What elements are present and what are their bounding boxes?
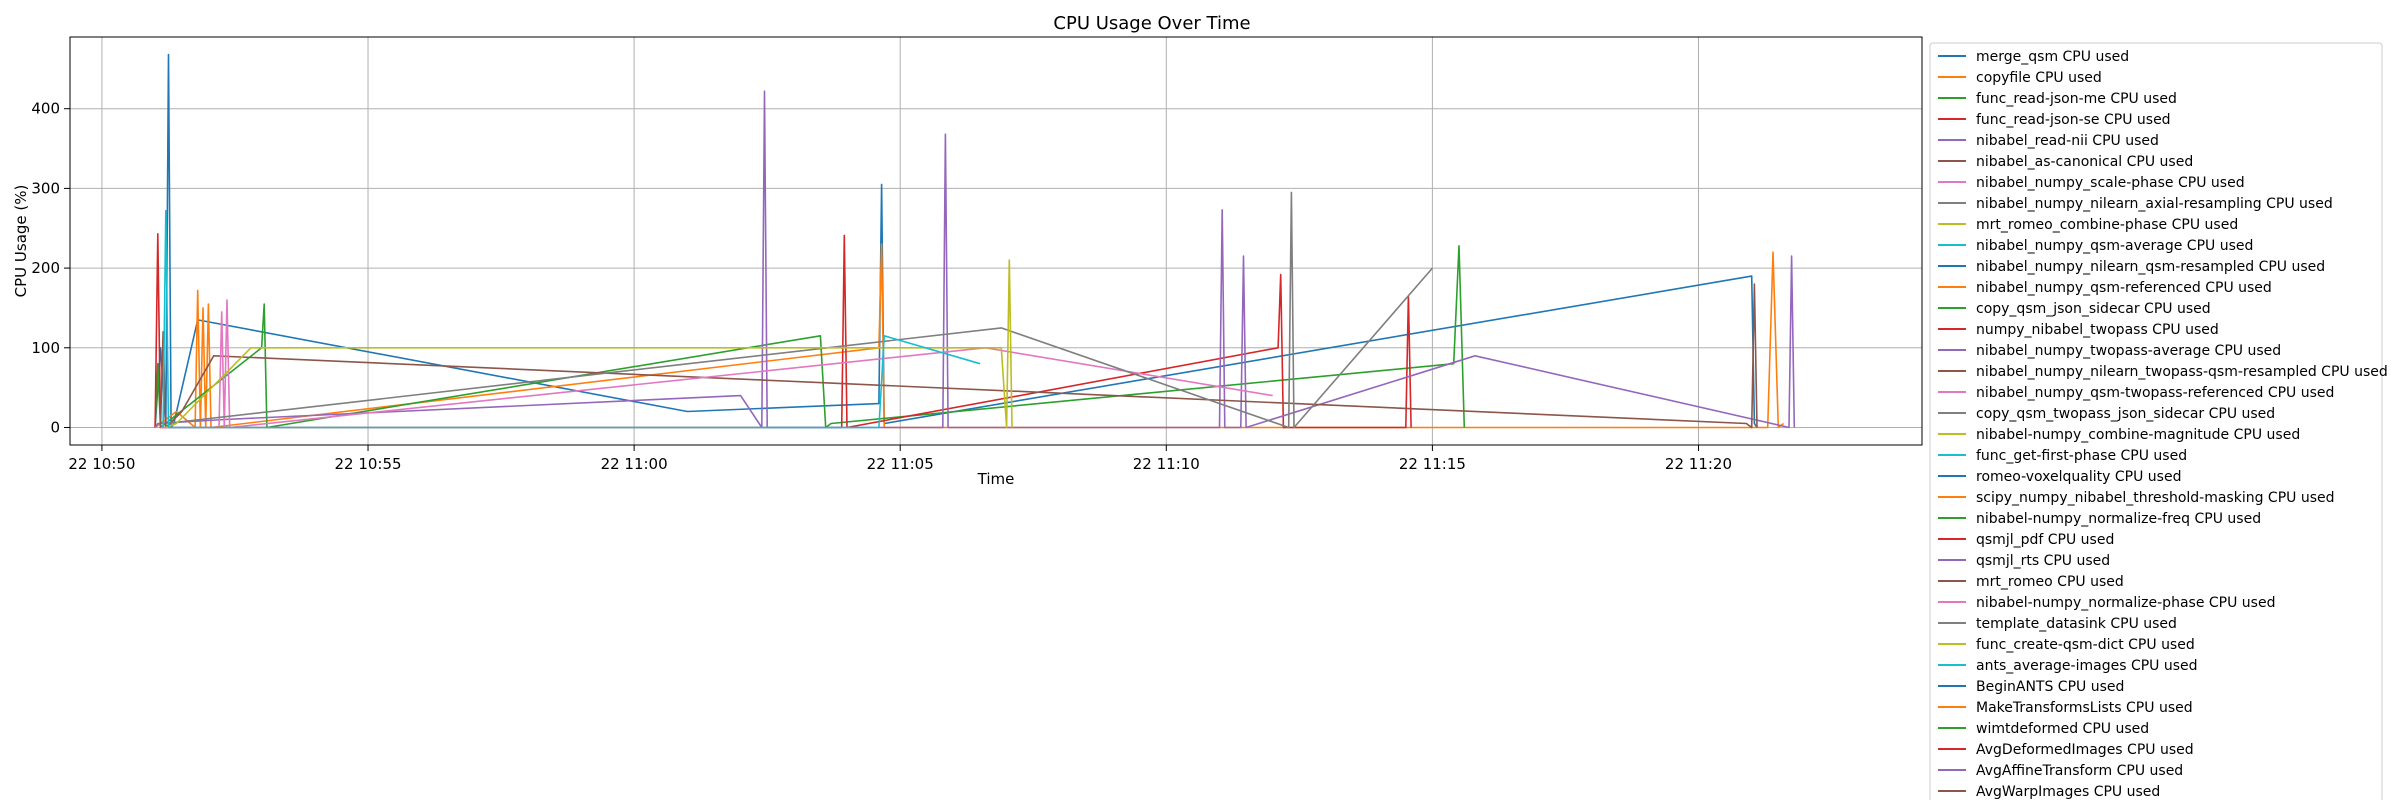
- legend-entry: func_create-qsm-dict CPU used: [1976, 637, 2195, 653]
- x-tick-label: 22 11:20: [1665, 455, 1732, 473]
- series-line-3: [154, 233, 1412, 429]
- series-line-2: [154, 245, 1466, 429]
- legend-entry: mrt_romeo_combine-phase CPU used: [1976, 217, 2238, 233]
- legend-entry: nibabel_numpy_nilearn_qsm-resampled CPU …: [1976, 259, 2325, 275]
- plot-frame: [69, 36, 1923, 446]
- legend-entry: merge_qsm CPU used: [1976, 49, 2129, 65]
- legend-entry: copy_qsm_twopass_json_sidecar CPU used: [1976, 406, 2275, 422]
- legend-entry: AvgWarpImages CPU used: [1976, 784, 2160, 800]
- x-tick-label: 22 10:50: [68, 455, 135, 473]
- x-tick-label: 22 10:55: [334, 455, 401, 473]
- legend-entry: nibabel_numpy_nilearn_twopass-qsm-resamp…: [1976, 364, 2388, 380]
- y-tick-label: 400: [31, 100, 60, 118]
- series-line-1: [154, 243, 1785, 429]
- legend-entry: func_read-json-me CPU used: [1976, 91, 2177, 107]
- legend-entry: nibabel_as-canonical CPU used: [1976, 154, 2193, 170]
- legend-entry: mrt_romeo CPU used: [1976, 574, 2124, 590]
- series-line-9: [162, 209, 981, 429]
- legend-entry: func_read-json-se CPU used: [1976, 112, 2171, 128]
- legend-entry: romeo-voxelquality CPU used: [1976, 469, 2181, 485]
- legend-entry: copy_qsm_json_sidecar CPU used: [1976, 301, 2211, 317]
- x-tick-label: 22 11:05: [867, 455, 934, 473]
- legend-entry: scipy_numpy_nibabel_threshold-masking CP…: [1976, 490, 2335, 506]
- legend-entry: nibabel-numpy_normalize-freq CPU used: [1976, 511, 2261, 527]
- series-line-4: [154, 90, 1796, 429]
- legend-entry: AvgAffineTransform CPU used: [1976, 763, 2183, 779]
- x-tick-label: 22 11:15: [1399, 455, 1466, 473]
- axis-ticks: 22 10:50 22 10:55 22 11:00 22 11:05 22 11:10…: [31, 100, 1732, 473]
- x-axis-label: Time: [977, 470, 1015, 488]
- legend-frame: [1929, 42, 2383, 800]
- legend-entry: nibabel_numpy_twopass-average CPU used: [1976, 343, 2281, 359]
- legend-entry: AvgDeformedImages CPU used: [1976, 742, 2194, 758]
- series-line-7: [165, 191, 1434, 429]
- legend: merge_qsm CPU used copyfile CPU used func_…: [1929, 42, 2388, 800]
- x-tick-label: 22 11:10: [1133, 455, 1200, 473]
- series-line-8: [165, 259, 1013, 429]
- legend-entry: copyfile CPU used: [1976, 70, 2102, 86]
- legend-entry: nibabel_numpy_qsm-twopass-referenced CPU…: [1976, 385, 2334, 401]
- legend-entry: nibabel_read-nii CPU used: [1976, 133, 2159, 149]
- legend-entry: nibabel_numpy_scale-phase CPU used: [1976, 175, 2245, 191]
- legend-entry: nibabel-numpy_combine-magnitude CPU used: [1976, 427, 2300, 443]
- grid-lines: [70, 37, 1922, 445]
- legend-entry: nibabel_numpy_qsm-referenced CPU used: [1976, 280, 2272, 296]
- legend-entry: nibabel_numpy_qsm-average CPU used: [1976, 238, 2253, 254]
- legend-entry: qsmjl_rts CPU used: [1976, 553, 2110, 569]
- series-lines: [154, 53, 1796, 429]
- legend-entry: nibabel_numpy_nilearn_axial-resampling C…: [1976, 196, 2333, 212]
- legend-entry: nibabel-numpy_normalize-phase CPU used: [1976, 595, 2275, 611]
- legend-entry: numpy_nibabel_twopass CPU used: [1976, 322, 2219, 338]
- legend-entry: qsmjl_pdf CPU used: [1976, 532, 2114, 548]
- y-tick-label: 0: [50, 418, 60, 436]
- x-tick-label: 22 11:00: [601, 455, 668, 473]
- series-line-6: [160, 299, 1273, 429]
- y-tick-label: 300: [31, 179, 60, 197]
- legend-entry: ants_average-images CPU used: [1976, 658, 2198, 674]
- legend-entry: MakeTransformsLists CPU used: [1976, 700, 2193, 716]
- legend-entry: template_datasink CPU used: [1976, 616, 2177, 632]
- legend-entry: wimtdeformed CPU used: [1976, 721, 2149, 737]
- legend-entry: BeginANTS CPU used: [1976, 679, 2124, 695]
- y-axis-label: CPU Usage (%): [12, 185, 30, 298]
- series-line-0: [154, 53, 1758, 429]
- y-tick-label: 100: [31, 339, 60, 357]
- legend-entry: func_get-first-phase CPU used: [1976, 448, 2187, 464]
- chart-title: CPU Usage Over Time: [1053, 13, 1250, 34]
- y-tick-label: 200: [31, 259, 60, 277]
